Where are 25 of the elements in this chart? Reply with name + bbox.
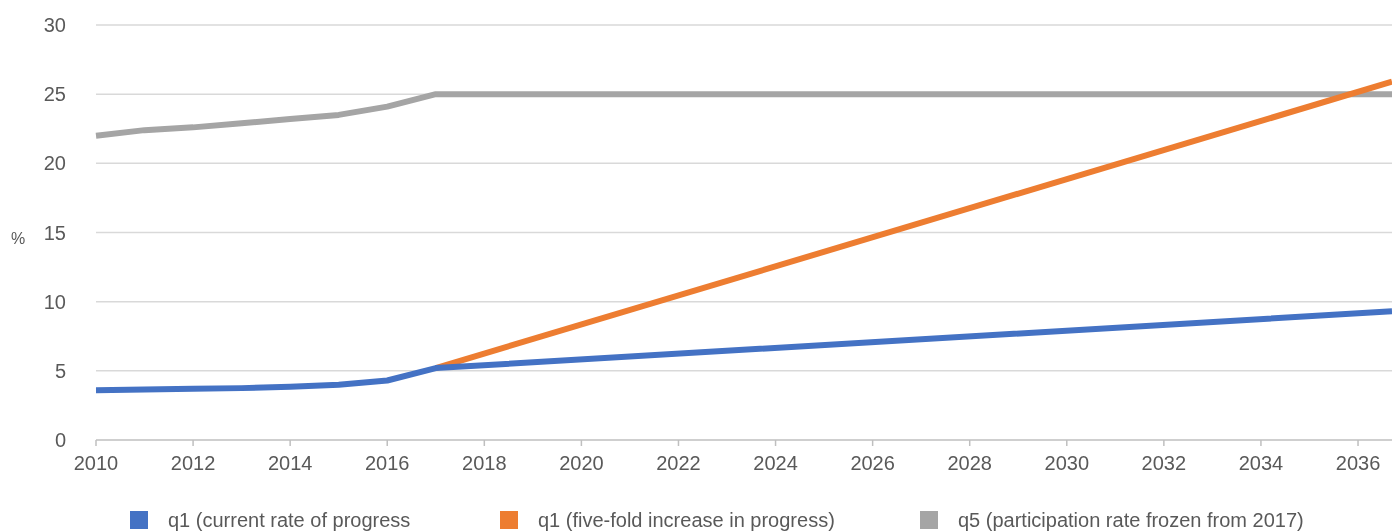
x-tick-label: 2026 [850,452,895,474]
x-tick-label: 2024 [753,452,798,474]
x-tick-label: 2014 [267,452,313,474]
x-tick-label: 2010 [73,452,119,474]
y-tick-label: 20 [43,152,66,175]
x-tick-label: 2034 [1238,452,1284,474]
y-tick-label: 30 [43,14,66,36]
y-tick-label: 25 [43,83,66,106]
x-tick-label: 2018 [462,452,507,474]
x-tick-label: 2030 [1044,452,1090,474]
legend-label: q5 (participation rate frozen from 2017) [958,509,1304,531]
x-tick-label: 2020 [559,452,604,474]
y-axis-title: % [10,230,26,247]
x-tick-label: 2036 [1335,452,1381,474]
legend-label: q1 (five-fold increase in progress) [538,509,835,531]
y-tick-label: 5 [54,359,66,382]
x-tick-label: 2012 [170,452,216,474]
y-tick-label: 15 [43,221,66,244]
x-tick-label: 2022 [656,452,701,474]
legend-label: q1 (current rate of progress [168,509,411,531]
x-tick-label: 2032 [1141,452,1187,474]
x-tick-label: 2028 [947,452,992,474]
y-tick-label: 0 [54,429,66,451]
y-tick-label: 10 [43,290,66,313]
x-tick-label: 2016 [364,452,410,474]
